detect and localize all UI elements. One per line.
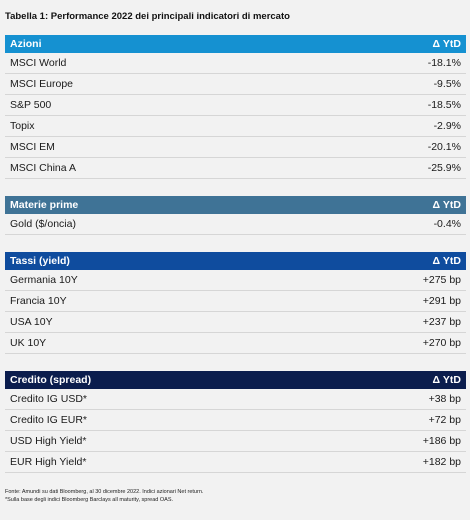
section-header: Credito (spread) Δ YtD [5, 371, 466, 389]
row-value: +291 bp [422, 295, 461, 307]
section-title: Credito (spread) [10, 374, 92, 386]
row-value: +72 bp [428, 414, 461, 426]
row-value: +275 bp [422, 274, 461, 286]
column-header: Δ YtD [432, 255, 461, 267]
table-row: Credito IG USD* +38 bp [5, 389, 466, 410]
table-row: MSCI Europe -9.5% [5, 74, 466, 95]
row-label: MSCI EM [10, 141, 55, 153]
table-row: S&P 500 -18.5% [5, 95, 466, 116]
table-title: Tabella 1: Performance 2022 dei principa… [5, 11, 290, 22]
section-header: Azioni Δ YtD [5, 35, 466, 53]
row-label: S&P 500 [10, 99, 52, 111]
table-row: UK 10Y +270 bp [5, 333, 466, 354]
footnote: *Sulla base degli indici Bloomberg Barcl… [5, 497, 174, 503]
row-label: Germania 10Y [10, 274, 78, 286]
row-value: -20.1% [427, 141, 461, 153]
table-row: Gold ($/oncia) -0.4% [5, 214, 466, 235]
column-header: Δ YtD [432, 199, 461, 211]
table-row: Topix -2.9% [5, 116, 466, 137]
row-value: -25.9% [427, 162, 461, 174]
row-label: USA 10Y [10, 316, 53, 328]
row-value: -9.5% [433, 78, 461, 90]
row-label: MSCI Europe [10, 78, 74, 90]
row-label: Topix [10, 120, 35, 132]
row-label: USD High Yield* [10, 435, 87, 447]
row-value: -18.5% [427, 99, 461, 111]
table-row: Francia 10Y +291 bp [5, 291, 466, 312]
row-value: +38 bp [428, 393, 461, 405]
table-row: EUR High Yield* +182 bp [5, 452, 466, 473]
row-label: UK 10Y [10, 337, 47, 349]
row-label: MSCI World [10, 57, 67, 69]
table: Azioni Δ YtD MSCI World -18.1% MSCI Europe -9… [5, 35, 466, 490]
row-label: Credito IG EUR* [10, 414, 88, 426]
table-row: USD High Yield* +186 bp [5, 431, 466, 452]
row-label: Gold ($/oncia) [10, 218, 76, 230]
table-row: MSCI EM -20.1% [5, 137, 466, 158]
table-row: MSCI World -18.1% [5, 53, 466, 74]
table-row: MSCI China A -25.9% [5, 158, 466, 179]
table-section: Credito (spread) Δ YtD Credito IG USD* +38 … [5, 371, 466, 473]
table-section: Materie prime Δ YtD Gold ($/oncia) -0.4% [5, 196, 466, 235]
table-row: Germania 10Y +275 bp [5, 270, 466, 291]
row-value: +182 bp [422, 456, 461, 468]
footnote: Fonte: Amundi su dati Bloomberg, al 30 d… [5, 489, 204, 495]
table-section: Tassi (yield) Δ YtD Germania 10Y +275 bp Fra… [5, 252, 466, 354]
section-title: Materie prime [10, 199, 79, 211]
row-label: Credito IG USD* [10, 393, 88, 405]
row-value: -18.1% [427, 57, 461, 69]
section-header: Tassi (yield) Δ YtD [5, 252, 466, 270]
section-title: Tassi (yield) [10, 255, 70, 267]
table-section: Azioni Δ YtD MSCI World -18.1% MSCI Europe -9… [5, 35, 466, 179]
row-value: +270 bp [422, 337, 461, 349]
row-value: -2.9% [433, 120, 461, 132]
row-value: -0.4% [433, 218, 461, 230]
row-value: +186 bp [422, 435, 461, 447]
column-header: Δ YtD [432, 374, 461, 386]
row-value: +237 bp [422, 316, 461, 328]
row-label: EUR High Yield* [10, 456, 87, 468]
row-label: MSCI China A [10, 162, 76, 174]
section-header: Materie prime Δ YtD [5, 196, 466, 214]
table-row: Credito IG EUR* +72 bp [5, 410, 466, 431]
column-header: Δ YtD [432, 38, 461, 50]
table-row: USA 10Y +237 bp [5, 312, 466, 333]
section-title: Azioni [10, 38, 42, 50]
row-label: Francia 10Y [10, 295, 67, 307]
